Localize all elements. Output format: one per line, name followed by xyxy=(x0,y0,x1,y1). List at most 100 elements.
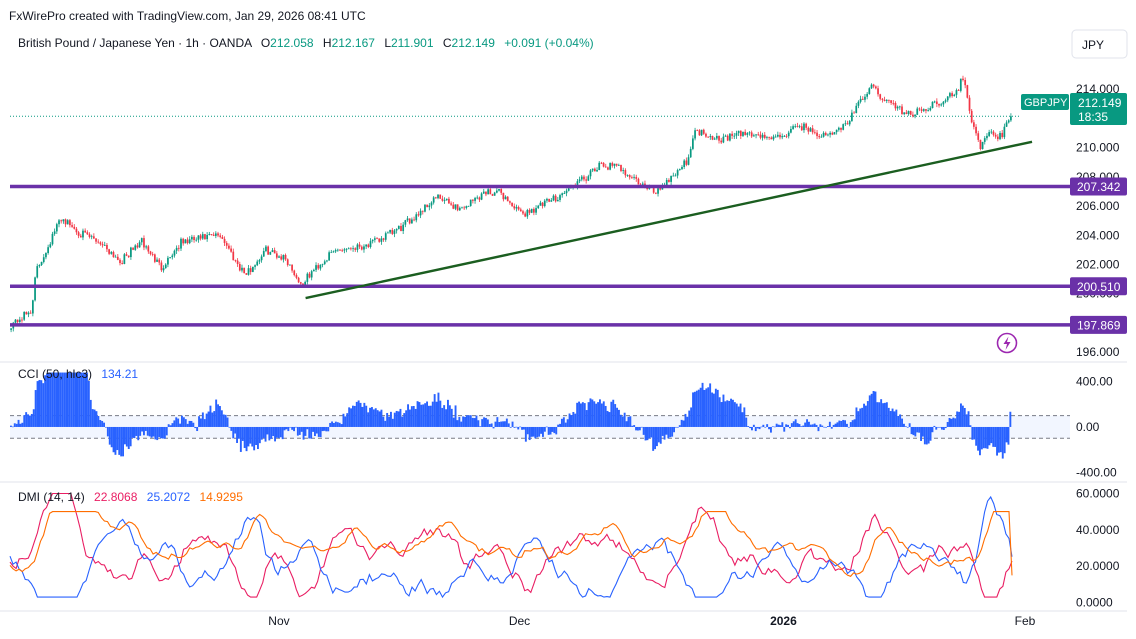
candle-body xyxy=(369,241,372,247)
cci-bar xyxy=(215,399,218,427)
candle-body xyxy=(491,194,494,196)
candle-body xyxy=(792,126,794,129)
cci-bar xyxy=(293,426,295,432)
cci-bar xyxy=(338,422,341,427)
dmi-title[interactable]: DMI (14, 14) xyxy=(18,490,85,504)
candle-body xyxy=(469,199,472,206)
cci-bar xyxy=(625,421,628,427)
cci-bar xyxy=(555,426,558,435)
currency-button[interactable]: JPY xyxy=(1071,29,1128,59)
cci-bar xyxy=(488,424,491,427)
candle-body xyxy=(236,260,239,265)
candle-body xyxy=(813,132,816,134)
cci-title[interactable]: CCI (50, hlc3) xyxy=(18,367,92,381)
candle-body xyxy=(341,250,344,252)
candle-body xyxy=(916,108,919,115)
candle-body xyxy=(633,176,635,178)
cci-bar xyxy=(937,426,940,428)
candle-body xyxy=(578,179,581,182)
cci-bar xyxy=(766,424,769,427)
candle-body xyxy=(249,268,252,272)
candle-body xyxy=(933,101,936,103)
candle-body xyxy=(23,311,26,320)
cci-bar xyxy=(59,372,62,427)
cci-bar xyxy=(346,413,349,427)
cci-bar xyxy=(916,426,919,433)
cci-bar xyxy=(467,415,470,427)
candle-body xyxy=(556,199,559,202)
candle-body xyxy=(295,275,298,278)
cci-bar xyxy=(76,372,79,427)
cci-axis-tick: 0.00 xyxy=(1076,420,1100,434)
level-label: 197.869 xyxy=(1077,318,1121,332)
cci-bar xyxy=(321,426,324,432)
candle-body xyxy=(389,229,391,233)
dmi-pane[interactable] xyxy=(9,492,1013,599)
cci-bar xyxy=(676,426,679,428)
candle-body xyxy=(212,234,215,236)
trend-line[interactable] xyxy=(305,140,1033,300)
cci-bar xyxy=(657,426,660,443)
cci-bar xyxy=(34,390,37,427)
cci-bar xyxy=(699,387,702,427)
cci-bar xyxy=(395,410,398,427)
candle-body xyxy=(957,90,960,91)
cci-bar xyxy=(19,423,22,427)
price-pane[interactable] xyxy=(0,75,1127,612)
candle-body xyxy=(55,224,58,232)
cci-bar xyxy=(897,416,900,427)
cci-bar xyxy=(692,392,694,427)
candle-body xyxy=(696,130,699,132)
candle-body xyxy=(748,132,751,134)
legend-symbol[interactable]: British Pound / Japanese Yen · 1h · OAND… xyxy=(18,36,252,50)
candle-body xyxy=(463,207,466,209)
cci-bar xyxy=(433,394,436,427)
cci-bar xyxy=(492,426,495,429)
cci-axis-tick: -400.00 xyxy=(1076,465,1117,479)
cci-bar xyxy=(152,426,155,437)
cci-bar xyxy=(53,372,56,427)
cci-pane[interactable] xyxy=(10,372,1070,459)
cci-bar xyxy=(538,426,541,437)
cci-bar xyxy=(507,423,510,427)
candle-body xyxy=(132,247,134,250)
cci-bar xyxy=(728,400,731,427)
cci-bar xyxy=(874,391,877,427)
candle-body xyxy=(245,273,248,275)
candle-body xyxy=(678,169,681,171)
cci-bar xyxy=(777,424,780,427)
cci-bar xyxy=(553,426,556,434)
cci-bar xyxy=(84,372,86,427)
legend-l-label: L xyxy=(384,36,391,50)
price-axis[interactable]: 214.000212.000210.000208.000206.000204.0… xyxy=(1070,82,1127,610)
cci-bar xyxy=(133,426,136,439)
lightning-icon[interactable] xyxy=(996,332,1018,354)
cci-bar xyxy=(141,426,143,432)
candle-body xyxy=(297,277,300,283)
time-axis[interactable]: Nov Dec 2026 Feb xyxy=(268,614,1035,628)
cci-bar xyxy=(270,426,273,439)
candle-body xyxy=(848,121,851,125)
cci-bar xyxy=(804,422,807,427)
candle-body xyxy=(702,129,705,134)
candle-body xyxy=(88,234,91,237)
candle-body xyxy=(883,99,886,101)
candle-body xyxy=(391,229,394,234)
cci-bar xyxy=(89,399,92,427)
cci-bar xyxy=(116,426,119,451)
cci-bar xyxy=(319,426,322,438)
cci-bar xyxy=(963,407,966,427)
cci-bar xyxy=(184,419,187,427)
cci-bar xyxy=(830,426,833,429)
cci-bar xyxy=(238,426,240,439)
cci-bar xyxy=(977,426,979,451)
cci-bar xyxy=(920,426,922,441)
cci-bar xyxy=(559,423,561,427)
candle-body xyxy=(709,136,712,138)
candle-body xyxy=(583,176,585,180)
cci-bar xyxy=(502,421,504,427)
cci-bar xyxy=(747,426,750,427)
cci-bar xyxy=(36,381,39,427)
cci-bar xyxy=(46,373,48,427)
